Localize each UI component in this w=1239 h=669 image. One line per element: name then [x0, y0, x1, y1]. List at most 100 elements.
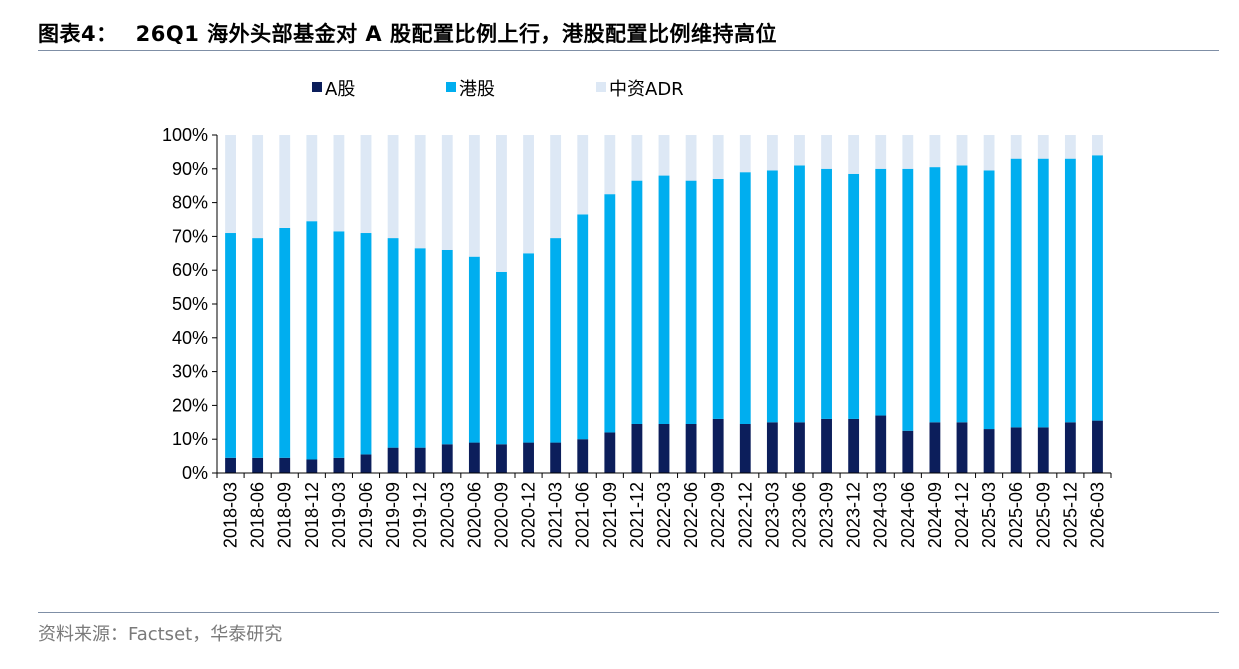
bar-segment-hk-share-2018-12 — [306, 221, 318, 460]
x-tick-label: 2022-12 — [735, 482, 755, 548]
bar-segment-china-adr-2024-12 — [956, 135, 968, 166]
bar-segment-hk-share-2018-03 — [225, 233, 236, 458]
x-tick-label: 2024-12 — [952, 482, 972, 548]
source-note: 资料来源：Factset，华泰研究 — [38, 624, 283, 645]
y-axis: 0% 10% 20% 30% 40% 50% 60% 70% 80% 90% 100% — [162, 125, 218, 483]
bar-segment-a-share-2025-03 — [983, 429, 995, 473]
legend-hk-share-swatch — [446, 82, 456, 92]
x-tick-label: 2020-06 — [464, 482, 484, 548]
bar-segment-a-share-2022-06 — [685, 423, 697, 473]
legend-hk-share-label: 港股 — [459, 79, 495, 100]
bar-segment-china-adr-2021-03 — [550, 135, 562, 239]
bar-segment-china-adr-2023-06 — [794, 135, 805, 166]
bar-segment-china-adr-2020-03 — [441, 135, 453, 250]
bar-segment-hk-share-2022-09 — [712, 178, 724, 419]
x-tick-label: 2020-12 — [519, 482, 539, 548]
x-tick-label: 2025-06 — [1006, 482, 1026, 548]
bar-segment-hk-share-2021-12 — [631, 180, 643, 424]
bar-segment-hk-share-2025-03 — [983, 170, 995, 430]
bar-segment-a-share-2025-06 — [1010, 427, 1022, 473]
bar-segment-a-share-2024-09 — [929, 422, 941, 473]
bar-segment-a-share-2022-03 — [658, 423, 670, 473]
x-tick-label: 2018-06 — [248, 482, 268, 548]
bottom-rule — [38, 612, 1219, 613]
x-tick-label: 2025-12 — [1060, 482, 1080, 548]
x-tick-label: 2025-09 — [1033, 482, 1053, 548]
x-tick-label: 2025-03 — [979, 482, 999, 548]
bar-segment-china-adr-2018-06 — [252, 135, 264, 239]
bar-segment-a-share-2018-09 — [279, 457, 291, 473]
y-tick-label: 10% — [172, 429, 208, 449]
bar-segment-hk-share-2020-03 — [441, 249, 453, 445]
bar-segment-china-adr-2020-12 — [523, 135, 534, 254]
x-tick-label: 2018-12 — [302, 482, 322, 548]
bar-segment-a-share-2023-03 — [766, 422, 778, 473]
bar-segment-a-share-2019-12 — [414, 447, 426, 473]
bar-segment-china-adr-2019-06 — [360, 135, 372, 234]
bar-segment-hk-share-2023-12 — [848, 173, 860, 419]
bar-segment-china-adr-2020-06 — [468, 135, 480, 257]
x-tick-label: 2023-09 — [817, 482, 837, 548]
bar-segment-hk-share-2023-03 — [766, 170, 778, 423]
x-tick-label: 2024-09 — [925, 482, 945, 548]
bar-segment-a-share-2021-06 — [577, 439, 589, 473]
x-tick-label: 2022-09 — [708, 482, 728, 548]
bar-segment-hk-share-2019-12 — [414, 248, 426, 448]
bar-segment-a-share-2020-06 — [468, 442, 480, 473]
top-rule — [38, 50, 1219, 51]
bar-segment-hk-share-2024-06 — [902, 168, 914, 431]
y-tick-label: 20% — [172, 395, 208, 415]
bar-segment-hk-share-2022-12 — [739, 172, 751, 424]
bar-segment-china-adr-2025-03 — [983, 135, 995, 171]
bar-segment-china-adr-2021-09 — [604, 135, 616, 195]
x-tick-label: 2018-09 — [275, 482, 295, 548]
bar-segment-hk-share-2025-12 — [1064, 158, 1076, 423]
bar-segment-hk-share-2025-06 — [1010, 158, 1022, 428]
bar-segment-hk-share-2018-09 — [279, 227, 291, 458]
bar-segment-china-adr-2019-03 — [333, 135, 345, 232]
bar-segment-hk-share-2023-09 — [821, 168, 832, 419]
bar-segment-hk-share-2019-06 — [360, 233, 372, 455]
bar-segment-a-share-2021-12 — [631, 423, 643, 473]
y-tick-label: 30% — [172, 362, 208, 382]
bar-segment-hk-share-2022-06 — [685, 180, 697, 424]
bar-segment-china-adr-2025-06 — [1010, 135, 1022, 159]
bar-segment-china-adr-2021-06 — [577, 135, 589, 215]
bar-segment-a-share-2021-03 — [550, 442, 562, 473]
bar-segment-china-adr-2022-12 — [739, 135, 751, 173]
legend: A股 港股 中资ADR — [312, 79, 684, 100]
bar-segment-china-adr-2022-06 — [685, 135, 697, 181]
x-tick-label: 2019-03 — [329, 482, 349, 548]
bar-segment-china-adr-2021-12 — [631, 135, 643, 181]
bar-segment-a-share-2019-09 — [387, 447, 399, 473]
bar-segment-a-share-2024-12 — [956, 422, 968, 473]
bar-segment-a-share-2020-03 — [441, 444, 453, 473]
x-tick-label: 2023-12 — [844, 482, 864, 548]
x-tick-label: 2018-03 — [221, 482, 241, 548]
x-tick-label: 2021-03 — [546, 482, 566, 548]
bar-segment-a-share-2022-09 — [712, 418, 724, 473]
legend-china-adr-label: 中资ADR — [609, 79, 684, 100]
x-tick-label: 2021-06 — [573, 482, 593, 548]
chart-title: 图表4： 26Q1 海外头部基金对 A 股配置比例上行，港股配置比例维持高位 — [38, 18, 777, 48]
bar-segment-china-adr-2026-03 — [1092, 135, 1103, 156]
bar-segment-hk-share-2020-06 — [468, 256, 480, 443]
bar-segment-china-adr-2023-09 — [821, 135, 832, 169]
bar-segment-hk-share-2022-03 — [658, 175, 670, 424]
bar-segment-hk-share-2020-09 — [496, 271, 507, 445]
bar-segment-a-share-2019-03 — [333, 457, 345, 473]
bar-segment-hk-share-2024-09 — [929, 167, 941, 423]
bar-segment-hk-share-2021-09 — [604, 194, 616, 433]
bar-segment-hk-share-2024-03 — [875, 168, 887, 416]
bar-segment-hk-share-2019-03 — [333, 231, 345, 458]
x-tick-label: 2021-12 — [627, 482, 647, 548]
bar-segment-a-share-2025-09 — [1037, 427, 1049, 473]
legend-a-share-swatch — [312, 82, 322, 92]
bar-segment-china-adr-2018-03 — [225, 135, 236, 234]
figure-title: 26Q1 海外头部基金对 A 股配置比例上行，港股配置比例维持高位 — [135, 22, 777, 46]
x-tick-label: 2020-03 — [437, 482, 457, 548]
bar-segment-a-share-2018-06 — [252, 457, 264, 473]
bar-segment-china-adr-2020-09 — [496, 135, 507, 272]
legend-a-share-label: A股 — [325, 79, 355, 100]
bars — [225, 135, 1103, 473]
